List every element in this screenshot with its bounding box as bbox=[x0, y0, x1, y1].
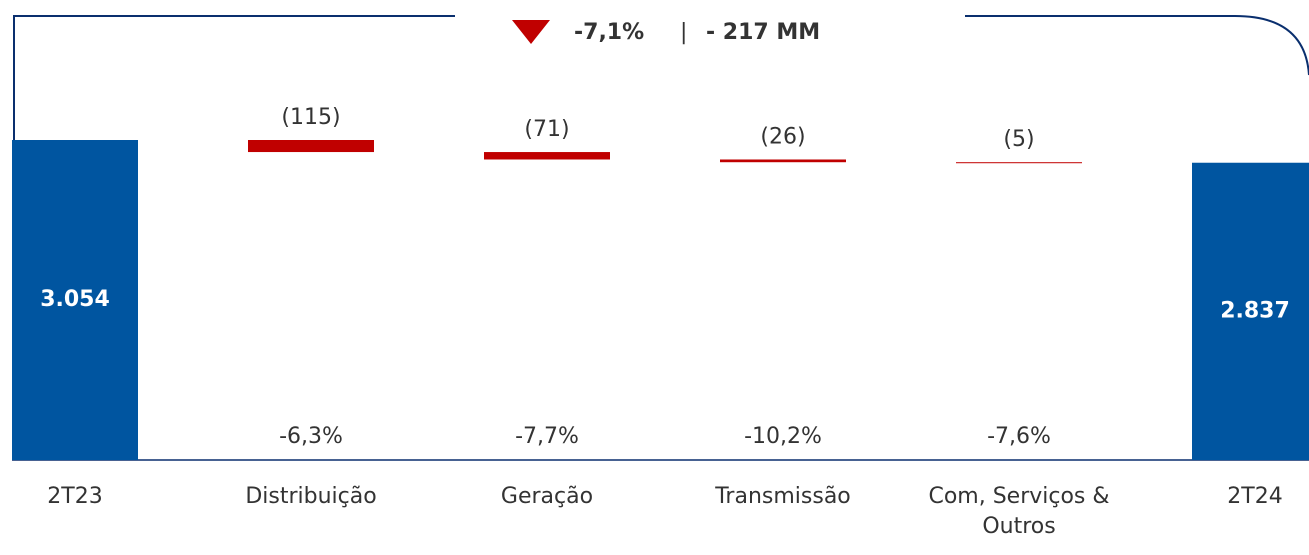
delta-bar bbox=[956, 162, 1082, 164]
total-label: 2.837 bbox=[1220, 298, 1290, 323]
category-label: 2T23 bbox=[47, 484, 103, 509]
delta-bar bbox=[720, 159, 846, 163]
category-label: Distribuição bbox=[245, 484, 377, 509]
bracket-right bbox=[965, 15, 1309, 76]
percent-label: -7,7% bbox=[515, 424, 579, 449]
delta-label: (115) bbox=[281, 105, 340, 130]
category-label: 2T24 bbox=[1227, 484, 1283, 509]
total-label: 3.054 bbox=[40, 287, 110, 312]
down-arrow bbox=[512, 20, 550, 44]
delta-label: (71) bbox=[524, 117, 569, 142]
percent-label: -7,6% bbox=[987, 424, 1051, 449]
category-label: Transmissão bbox=[715, 484, 851, 509]
category-label: Geração bbox=[500, 484, 594, 509]
delta-bar bbox=[484, 152, 610, 160]
percent-label: -10,2% bbox=[744, 424, 822, 449]
header-amount: - 217 MM bbox=[706, 20, 820, 45]
delta-label: (26) bbox=[760, 124, 805, 149]
header-change: -7,1% bbox=[574, 20, 644, 45]
category-label: Com, Serviços & Outros bbox=[928, 484, 1110, 539]
percent-label: -6,3% bbox=[279, 424, 343, 449]
delta-label: (5) bbox=[1003, 127, 1034, 152]
total-bar bbox=[1192, 162, 1309, 460]
header-separator: | bbox=[680, 20, 687, 45]
bracket-left bbox=[13, 15, 455, 140]
delta-bar bbox=[248, 140, 374, 153]
total-bar bbox=[12, 140, 138, 460]
